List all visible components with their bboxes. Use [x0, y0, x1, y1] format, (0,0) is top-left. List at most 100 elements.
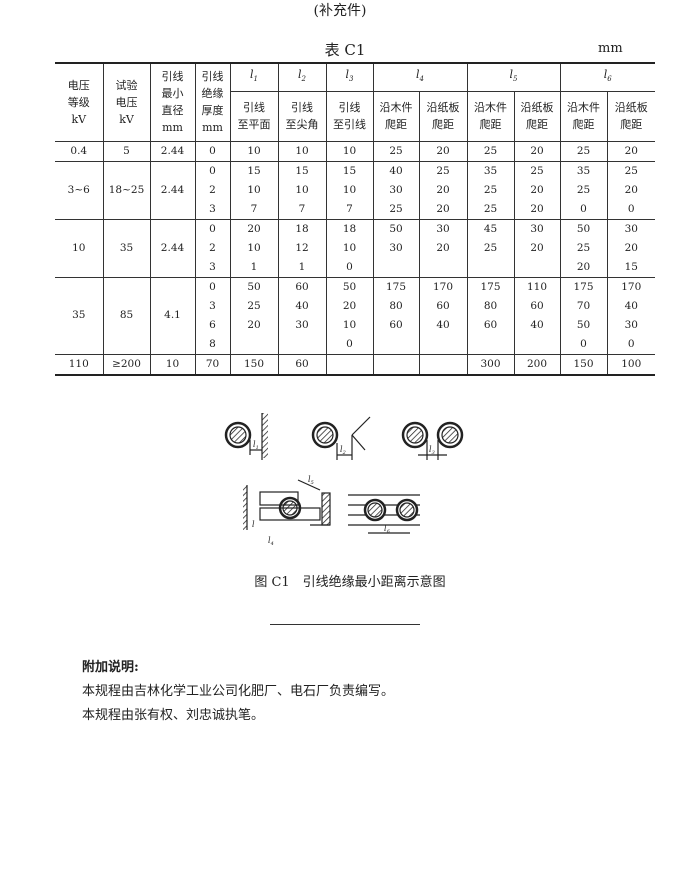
cell-line: 50	[389, 222, 403, 235]
fig-label: l	[252, 520, 255, 529]
table-cell: ≥200	[102, 353, 151, 375]
cell-line: 5	[123, 144, 130, 157]
cell-line: 170	[621, 280, 642, 293]
cell-line: 10	[342, 241, 357, 254]
table-cell: 20	[418, 140, 468, 162]
cell-line: 2.44	[160, 144, 185, 157]
cell-line: 175	[573, 280, 594, 293]
cell-line: 30	[389, 183, 403, 196]
table-cell: 沿纸板 爬距	[418, 90, 468, 142]
table-cell: 25	[372, 140, 420, 162]
cell-line: 25	[389, 144, 403, 157]
figure-caption: 图 C1 引线绝缘最小距离示意图	[254, 575, 446, 590]
cell-line: 电压	[67, 78, 90, 92]
cell-line: ≥200	[112, 357, 141, 370]
table-cell: 70	[194, 353, 231, 375]
fig-label: l2	[340, 445, 346, 456]
cell-line: 25	[530, 164, 544, 177]
cell-line: 20	[247, 222, 261, 235]
cell-line: 25	[576, 241, 591, 254]
table-cell: 2.44	[149, 160, 196, 220]
table-cell: 沿木件 爬距	[466, 90, 515, 142]
table-cell: 沿纸板 爬距	[606, 90, 655, 142]
cell-line: 10	[342, 318, 357, 331]
cell-line: 25	[624, 164, 638, 177]
cell-line: 20	[436, 202, 450, 215]
cell-line: 170	[432, 280, 454, 293]
cell-line: 10	[165, 357, 180, 370]
table-cell: 300	[466, 353, 515, 375]
table-cell: 175 80 60	[372, 276, 420, 355]
cell-line: 10	[72, 241, 86, 254]
l1-diagram: l1	[224, 413, 268, 460]
cell-line: 0	[580, 202, 587, 215]
cell-line: 25	[247, 299, 261, 312]
cell-line: 沿木件	[567, 101, 600, 114]
cell-line: 40	[624, 299, 638, 312]
fig-label: l4	[268, 536, 274, 545]
table-cell: 沿纸板 爬距	[513, 90, 561, 142]
table-row: 3~6 18~25 2.44 0 2 3 15 10 7 15 10 7 15 10 7 40 30 25 25 20…	[55, 160, 655, 220]
cell-line: 沿木件	[379, 101, 413, 114]
cell-line: 50	[576, 222, 591, 235]
cell-line: 50	[247, 280, 261, 293]
cell-line: 2.44	[160, 241, 185, 254]
table-cell: 50 30	[372, 218, 420, 278]
cell-line: 300	[480, 357, 501, 370]
cell-line: 110	[68, 357, 89, 370]
cell-line: 至引线	[333, 118, 366, 131]
l4-l5-diagram: l5 l l4	[243, 475, 331, 545]
cell-line: 2.44	[160, 183, 185, 196]
cell-line: 绝缘	[201, 87, 224, 101]
cell-line: 80	[389, 299, 403, 312]
cell-line: 40	[436, 318, 450, 331]
table-cell: 0	[194, 140, 231, 162]
table-cell: 170 40 30 0	[606, 276, 655, 355]
cell-line: 20	[436, 241, 450, 254]
cell-line: 爬距	[479, 118, 502, 131]
cell-line: 10	[342, 144, 357, 157]
table-cell: 110	[55, 353, 104, 375]
cell-line: 150	[573, 357, 594, 370]
cell-line: 150	[243, 357, 265, 370]
table-cell: 2.44	[149, 218, 196, 278]
cell-line: 引线	[291, 101, 313, 114]
table-cell: 60 40 30	[277, 276, 327, 355]
cell-line: 引线	[243, 101, 265, 114]
table-cell: 175 70 50 0	[559, 276, 608, 355]
cell-line: 15	[342, 164, 357, 177]
cell-line: 25	[389, 202, 403, 215]
cell-line: 3	[209, 260, 216, 273]
cell-line: 25	[576, 144, 591, 157]
table-cell: 175 80 60	[466, 276, 515, 355]
cell-line: 10	[342, 183, 357, 196]
cell-line: 0	[346, 337, 353, 350]
cell-line: 20	[342, 299, 357, 312]
cell-line: 6	[209, 318, 216, 331]
table-cell: 0 2 3	[194, 218, 231, 278]
cell-line: 25	[483, 241, 498, 254]
cell-line: 7	[346, 202, 353, 215]
cell-line: 60	[483, 318, 498, 331]
table-cell: 45 25	[466, 218, 515, 278]
cell-line: 0	[209, 144, 216, 157]
cell-line: 20	[624, 241, 638, 254]
cell-line: kV	[71, 112, 87, 126]
cell-line: 110	[526, 280, 548, 293]
cell-line: 0	[627, 202, 635, 215]
table-cell: 10	[325, 140, 374, 162]
clearance-table: 电压 等级 kV 试验 电压 kV 引线 最小 直径 mm 引线 绝缘 厚度 mm l1 l2 l3 l4 l5 l6…	[55, 62, 655, 376]
table-cell: 5	[102, 140, 151, 162]
cell-line: 0	[346, 260, 353, 273]
cell-line: 12	[295, 241, 309, 254]
table-cell: 0.4	[55, 140, 104, 162]
table-cell: 25 20 20	[418, 160, 468, 220]
table-cell: 18 12 1	[277, 218, 327, 278]
cell-line: 30	[295, 318, 309, 331]
table-cell: 150	[229, 353, 279, 375]
table-cell: 15 10 7	[325, 160, 374, 220]
table-cell: 0 3 6 8	[194, 276, 231, 355]
cell-line: 30	[530, 222, 544, 235]
cell-line: 25	[483, 183, 498, 196]
cell-line: 70	[576, 299, 591, 312]
